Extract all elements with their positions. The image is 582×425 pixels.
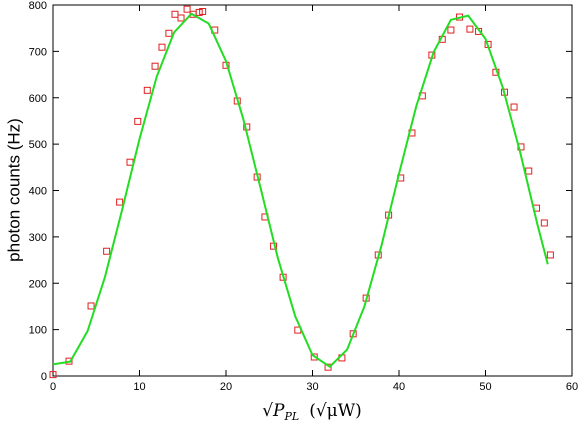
y-axis-label: photon counts (Hz) bbox=[4, 118, 23, 262]
data-point bbox=[199, 7, 207, 15]
x-tick-label: 50 bbox=[479, 381, 491, 393]
y-tick-label: 700 bbox=[29, 46, 47, 58]
data-point bbox=[116, 198, 124, 206]
data-point bbox=[134, 117, 142, 125]
x-tick-label: 60 bbox=[566, 381, 578, 393]
data-point bbox=[540, 219, 548, 227]
x-label-sub: PL bbox=[283, 410, 299, 423]
data-point bbox=[466, 25, 474, 33]
y-tick-label: 100 bbox=[29, 325, 47, 337]
data-point bbox=[87, 302, 95, 310]
y-tick-label: 200 bbox=[29, 278, 47, 290]
x-axis-label: √PPL (√μW) bbox=[262, 401, 362, 423]
x-label-unit: (√μW) bbox=[309, 401, 362, 421]
x-tick-label: 30 bbox=[306, 381, 318, 393]
y-tick-label: 300 bbox=[29, 232, 47, 244]
y-tick-label: 800 bbox=[29, 0, 47, 12]
data-point bbox=[171, 10, 179, 18]
data-point bbox=[126, 158, 134, 166]
x-tick-label: 40 bbox=[393, 381, 405, 393]
data-point bbox=[65, 357, 73, 365]
fit-curve bbox=[52, 12, 549, 369]
x-label-main: √P bbox=[262, 401, 285, 421]
y-tick-label: 0 bbox=[41, 371, 47, 383]
y-tick-label: 400 bbox=[29, 186, 47, 198]
data-point bbox=[165, 29, 173, 37]
y-tick-label: 500 bbox=[29, 139, 47, 151]
data-point bbox=[324, 363, 332, 371]
x-tick-label: 0 bbox=[50, 381, 56, 393]
data-point bbox=[510, 103, 518, 111]
x-tick-label: 20 bbox=[220, 381, 232, 393]
data-point bbox=[103, 247, 111, 255]
data-point bbox=[49, 371, 57, 379]
data-point bbox=[158, 43, 166, 51]
data-point bbox=[525, 167, 533, 175]
data-point bbox=[447, 26, 455, 34]
data-point bbox=[151, 62, 159, 70]
x-tick-label: 10 bbox=[133, 381, 145, 393]
y-tick-label: 600 bbox=[29, 93, 47, 105]
data-point bbox=[177, 14, 185, 22]
data-point bbox=[546, 251, 554, 259]
data-point bbox=[310, 353, 318, 361]
data-point bbox=[183, 5, 191, 13]
data-point bbox=[143, 86, 151, 94]
